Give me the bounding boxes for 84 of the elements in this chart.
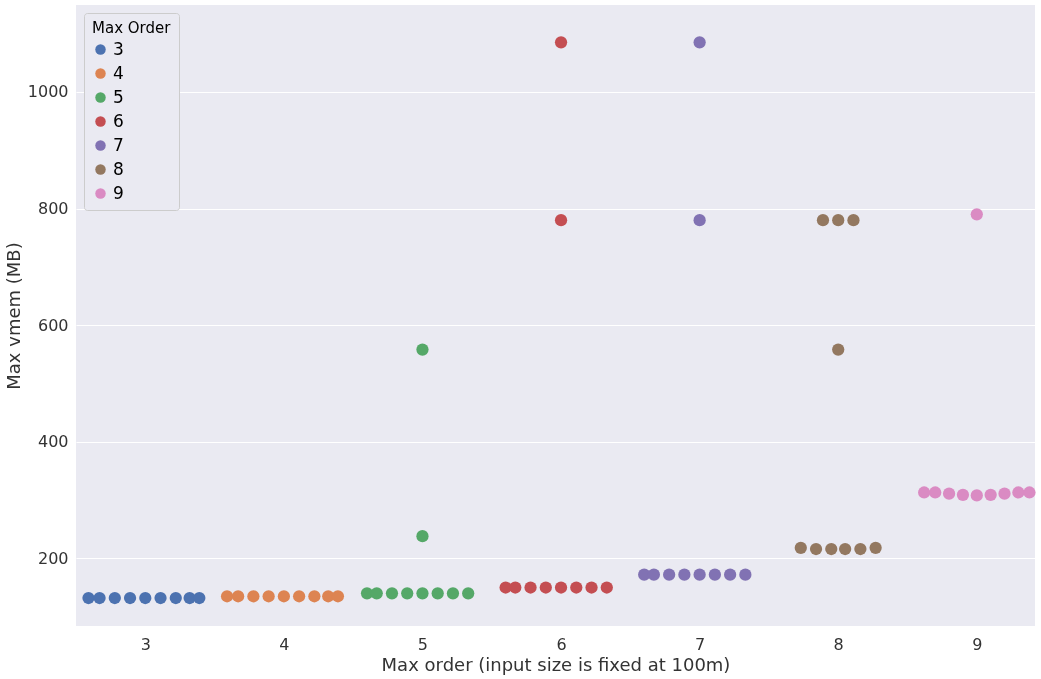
point — [93, 591, 106, 605]
point — [385, 587, 399, 600]
point — [970, 208, 983, 221]
point — [193, 591, 206, 605]
point — [123, 591, 137, 605]
point — [984, 488, 997, 501]
y-tick-label: 800 — [37, 199, 69, 218]
point — [929, 486, 942, 499]
x-tick-label: 9 — [972, 634, 983, 654]
point — [918, 486, 931, 499]
point — [416, 343, 429, 356]
point — [854, 542, 867, 556]
legend-label: 8 — [113, 158, 124, 179]
x-tick-label: 3 — [140, 634, 151, 654]
point — [693, 568, 706, 581]
point — [308, 590, 321, 603]
point — [693, 36, 706, 49]
point — [663, 568, 676, 581]
point — [262, 590, 275, 603]
y-axis-title: Max vmem (MB) — [2, 242, 24, 390]
legend-label: 9 — [113, 182, 124, 203]
point — [998, 487, 1011, 500]
point — [416, 587, 429, 600]
point — [970, 489, 983, 502]
legend-label: 3 — [113, 38, 124, 59]
point — [869, 541, 882, 554]
point — [82, 591, 95, 605]
x-tick-label: 5 — [417, 634, 429, 654]
point — [524, 581, 537, 594]
point — [446, 587, 460, 600]
point — [154, 591, 167, 605]
point — [401, 587, 414, 600]
point — [539, 581, 552, 594]
point — [816, 214, 830, 227]
point — [554, 214, 568, 227]
point — [1023, 486, 1036, 499]
point — [585, 581, 598, 594]
x-tick-label: 4 — [279, 634, 290, 654]
point — [678, 568, 691, 581]
point — [293, 590, 306, 603]
point — [847, 214, 860, 227]
point — [554, 581, 568, 594]
point — [956, 488, 970, 501]
point — [942, 487, 956, 500]
point — [277, 590, 290, 603]
point — [416, 530, 429, 543]
point — [1012, 486, 1025, 499]
point — [509, 581, 522, 594]
point — [554, 36, 568, 49]
point — [809, 542, 823, 556]
y-tick-label: 600 — [37, 315, 69, 335]
legend-label: 5 — [113, 86, 124, 107]
point — [832, 214, 845, 227]
point — [108, 591, 121, 605]
point — [708, 568, 721, 581]
x-axis-title: Max order (input size is fixed at 100m) — [381, 653, 731, 675]
point — [832, 343, 845, 356]
y-tick-label: 1000 — [27, 82, 69, 102]
point — [600, 581, 613, 594]
legend-title: Max Order — [92, 19, 172, 37]
point — [647, 568, 661, 581]
point — [723, 568, 737, 581]
point — [570, 581, 583, 594]
x-tick-label: 6 — [556, 634, 567, 654]
point — [794, 541, 807, 554]
point — [232, 590, 245, 603]
point — [825, 542, 838, 556]
legend-label: 4 — [113, 62, 124, 83]
point — [839, 542, 852, 556]
y-tick-label: 400 — [37, 432, 69, 452]
legend-label: 7 — [113, 134, 124, 155]
point — [247, 590, 260, 603]
x-tick-label: 8 — [833, 634, 844, 654]
point — [693, 214, 706, 227]
point — [431, 587, 444, 600]
y-tick-label: 200 — [37, 548, 69, 568]
point — [462, 587, 475, 600]
point — [331, 590, 345, 603]
point — [139, 591, 152, 605]
x-tick-label: 7 — [695, 634, 706, 654]
legend-label: 6 — [113, 110, 124, 131]
point — [169, 591, 182, 605]
point — [220, 590, 234, 603]
point — [739, 568, 752, 581]
